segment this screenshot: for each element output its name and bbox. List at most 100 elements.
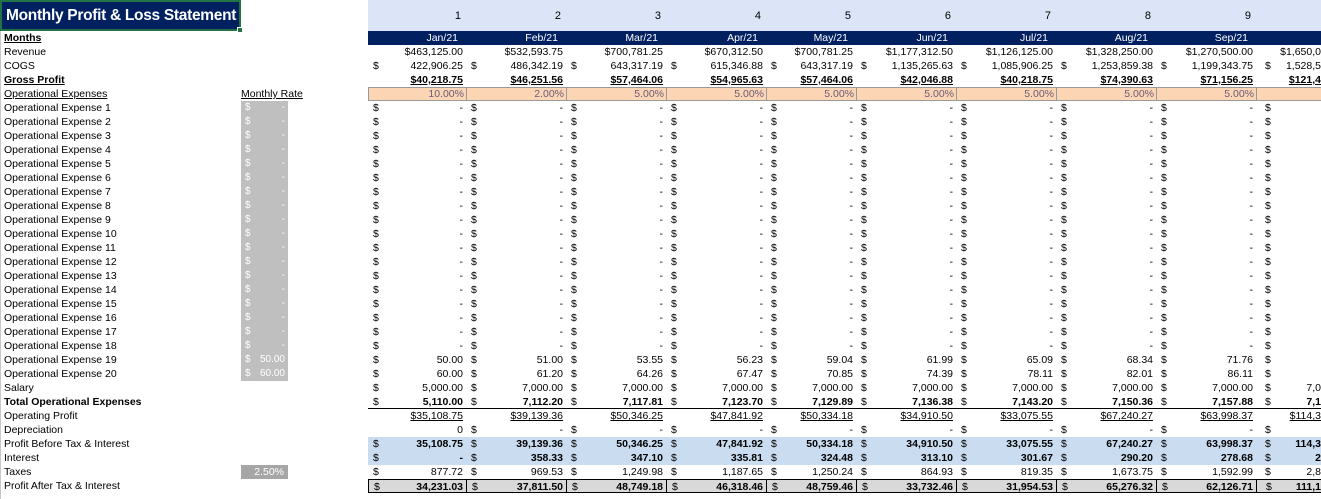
month-header[interactable]: Jun/21 (856, 31, 956, 45)
value-cell[interactable]: $1,177,312.50 (856, 45, 956, 59)
value-cell[interactable]: $ - (368, 171, 466, 185)
value-cell[interactable]: $ - (566, 325, 666, 339)
value-cell[interactable]: $ - (856, 227, 956, 241)
value-cell-partial[interactable]: $ (1256, 283, 1321, 297)
value-cell[interactable]: $ - (666, 101, 766, 115)
value-cell[interactable]: $ - (1156, 297, 1256, 311)
value-cell[interactable]: $ - (466, 157, 566, 171)
row-label[interactable]: Operational Expense 13 (4, 270, 117, 282)
value-cell[interactable]: $ - (368, 269, 466, 283)
value-cell[interactable]: $463,125.00 (368, 45, 466, 59)
value-cell[interactable]: $ - (666, 115, 766, 129)
value-cell[interactable]: $ - (566, 269, 666, 283)
value-cell[interactable]: $ - (1056, 157, 1156, 171)
value-cell[interactable]: $39,139.36 (466, 409, 566, 423)
value-cell[interactable]: $1,270,500.00 (1156, 45, 1256, 59)
value-cell[interactable]: $ - (856, 269, 956, 283)
value-cell[interactable]: $34,910.50 (856, 437, 956, 451)
value-cell[interactable]: $ - (956, 101, 1056, 115)
value-cell[interactable]: $71,156.25 (1156, 73, 1256, 87)
value-cell[interactable]: $ - (1156, 423, 1256, 437)
value-cell[interactable]: $313.10 (856, 451, 956, 465)
rate-cell[interactable]: $ - (241, 199, 288, 213)
column-number[interactable]: 9 (1156, 0, 1256, 31)
column-number[interactable]: 6 (856, 0, 956, 31)
value-cell[interactable]: $ - (956, 227, 1056, 241)
value-cell[interactable]: $ - (666, 269, 766, 283)
rate-cell[interactable] (241, 73, 290, 87)
rate-cell[interactable]: $ - (241, 227, 288, 241)
value-cell[interactable]: $301.67 (956, 451, 1056, 465)
value-cell[interactable]: $74.39 (856, 367, 956, 381)
growth-rate-cell[interactable]: 5.00% (1056, 87, 1156, 101)
value-cell[interactable]: $ - (368, 297, 466, 311)
value-cell[interactable]: $7,000.00 (666, 381, 766, 395)
value-cell[interactable]: $ - (1156, 311, 1256, 325)
value-cell[interactable]: $39,139.36 (466, 437, 566, 451)
tax-rate-cell[interactable]: 2.50% (241, 465, 288, 479)
row-label[interactable]: Operational Expense 4 (4, 144, 111, 156)
value-cell[interactable]: $ - (466, 325, 566, 339)
value-cell[interactable]: $59.04 (766, 353, 856, 367)
value-cell[interactable]: $ - (566, 199, 666, 213)
row-label[interactable]: Operational Expense 14 (4, 284, 117, 296)
value-cell[interactable]: $ - (466, 269, 566, 283)
value-cell[interactable]: $ - (368, 241, 466, 255)
value-cell[interactable]: $ - (566, 129, 666, 143)
value-cell[interactable]: $ - (766, 255, 856, 269)
value-cell[interactable]: $68.34 (1056, 353, 1156, 367)
rate-cell[interactable]: $ - (241, 129, 288, 143)
blank-cell[interactable] (290, 367, 368, 381)
value-cell[interactable]: $670,312.50 (666, 45, 766, 59)
rate-cell[interactable]: $ - (241, 185, 288, 199)
value-cell[interactable]: $ - (1056, 297, 1156, 311)
value-cell[interactable]: $33,075.55 (956, 437, 1056, 451)
value-cell[interactable]: $ - (368, 199, 466, 213)
value-cell[interactable]: $ - (766, 325, 856, 339)
value-cell[interactable]: $ - (956, 185, 1056, 199)
value-cell-partial[interactable]: $1,528,5 (1256, 59, 1321, 73)
value-cell-partial[interactable]: $ (1256, 129, 1321, 143)
value-cell[interactable]: 0 (368, 423, 466, 437)
value-cell[interactable]: $ - (666, 311, 766, 325)
rate-cell[interactable] (241, 409, 290, 423)
blank-cell[interactable] (290, 339, 368, 353)
blank-cell[interactable] (290, 325, 368, 339)
row-label[interactable]: COGS (4, 60, 35, 72)
value-cell[interactable]: $57,464.06 (766, 73, 856, 87)
value-cell[interactable]: $ - (466, 101, 566, 115)
blank-cell[interactable] (290, 255, 368, 269)
value-cell[interactable]: $643,317.19 (766, 59, 856, 73)
value-cell[interactable]: $50.00 (368, 353, 466, 367)
value-cell[interactable]: $ - (566, 283, 666, 297)
value-cell-partial[interactable]: $ (1256, 311, 1321, 325)
rate-cell[interactable]: $ - (241, 143, 288, 157)
value-cell[interactable]: $1,249.98 (566, 465, 666, 479)
month-header[interactable]: Jan/21 (368, 31, 466, 45)
value-cell[interactable]: $51.00 (466, 353, 566, 367)
value-cell-partial[interactable]: $ (1256, 185, 1321, 199)
value-cell[interactable]: $ - (666, 423, 766, 437)
blank-cell[interactable] (290, 213, 368, 227)
blank-cell[interactable] (290, 87, 368, 101)
value-cell[interactable]: $ - (368, 325, 466, 339)
rate-cell[interactable]: $ - (241, 241, 288, 255)
value-cell[interactable]: $ - (1156, 213, 1256, 227)
rate-cell[interactable] (241, 59, 290, 73)
value-cell[interactable]: $290.20 (1056, 451, 1156, 465)
value-cell[interactable]: $7,000.00 (1056, 381, 1156, 395)
rate-cell[interactable]: $ - (241, 255, 288, 269)
value-cell[interactable]: $1,592.99 (1156, 465, 1256, 479)
row-label[interactable]: Salary (4, 382, 34, 394)
value-cell[interactable]: $ - (666, 255, 766, 269)
value-cell[interactable]: $486,342.19 (466, 59, 566, 73)
value-cell[interactable]: $ - (466, 423, 566, 437)
value-cell[interactable]: $ - (856, 339, 956, 353)
rate-cell[interactable]: $ - (241, 269, 288, 283)
blank-cell[interactable] (290, 465, 368, 479)
month-header[interactable]: Aug/21 (1056, 31, 1156, 45)
value-cell[interactable]: $ - (856, 241, 956, 255)
value-cell[interactable]: $67,240.27 (1056, 409, 1156, 423)
value-cell[interactable]: $278.68 (1156, 451, 1256, 465)
growth-rate-cell[interactable] (1256, 87, 1321, 101)
